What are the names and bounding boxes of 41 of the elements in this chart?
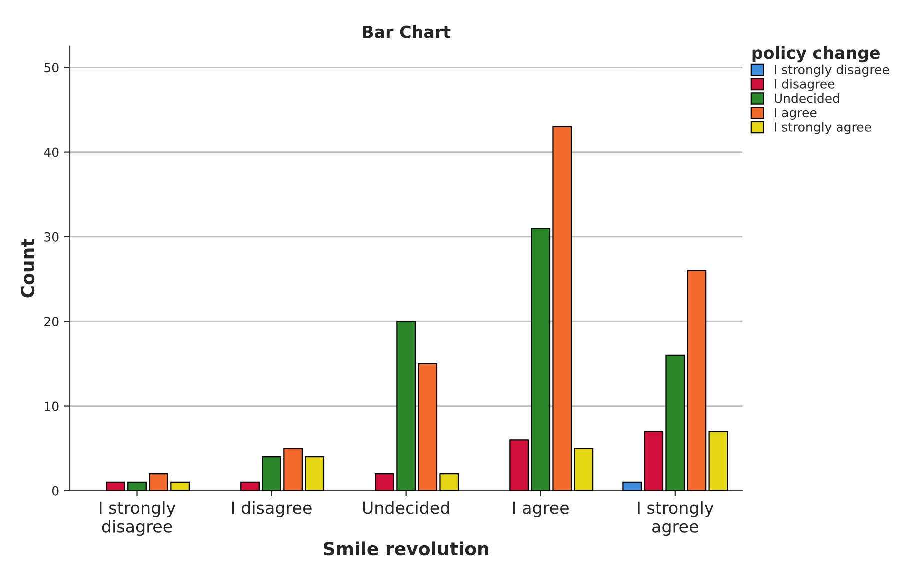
bar	[240, 482, 260, 491]
y-tick-label: 30	[44, 232, 59, 242]
bar	[149, 473, 168, 491]
legend-label: I strongly disagree	[775, 64, 890, 77]
x-tick-label: I strongly agree	[638, 501, 714, 536]
x-tick-label: I agree	[513, 502, 569, 518]
y-tick-label: 20	[44, 317, 59, 327]
bar	[396, 321, 416, 491]
bar	[666, 354, 686, 491]
legend-label: I strongly agree	[775, 122, 872, 134]
legend-label: I agree	[775, 108, 817, 120]
y-tick-label: 10	[45, 402, 59, 412]
legend-label: I disagree	[775, 79, 835, 92]
bar	[375, 473, 394, 491]
x-tick-label: Undecided	[363, 501, 450, 514]
x-axis-title: Smile revolution	[324, 542, 488, 556]
bar	[284, 448, 304, 491]
y-tick-label: 50	[44, 63, 59, 73]
chart-title: Bar Chart	[363, 25, 451, 38]
bar	[552, 126, 572, 491]
bar	[128, 482, 147, 491]
legend-label: Undecided	[774, 94, 840, 104]
x-tick-label: I disagree	[232, 501, 312, 518]
bar	[440, 473, 460, 491]
bar	[687, 270, 707, 491]
x-tick-label: I strongly disagree	[100, 501, 176, 536]
bar	[644, 431, 664, 491]
y-tick-label: 0	[52, 486, 59, 496]
bar	[510, 440, 530, 491]
y-tick-label: 40	[44, 148, 59, 158]
bar	[170, 482, 190, 491]
bar	[418, 363, 438, 491]
bar	[106, 482, 126, 491]
bar	[262, 456, 282, 491]
legend-title: policy change	[752, 46, 880, 63]
y-axis-title: Count	[20, 239, 35, 298]
bar	[531, 228, 551, 491]
bar	[622, 482, 642, 491]
bar	[708, 431, 728, 491]
bar	[574, 448, 594, 491]
bar	[305, 456, 325, 491]
